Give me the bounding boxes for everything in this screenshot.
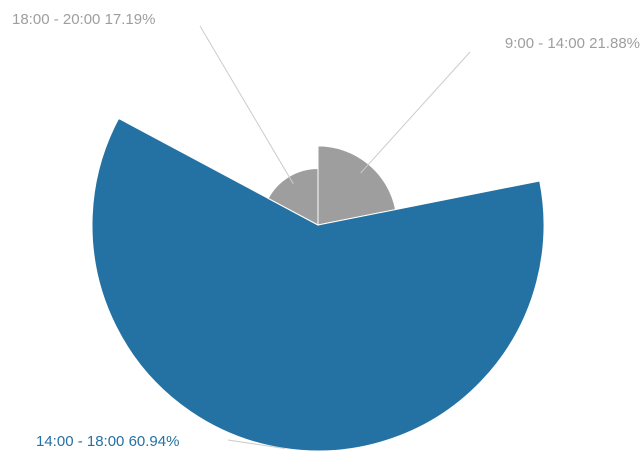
slice-label: 9:00 - 14:00 21.88% — [505, 35, 640, 52]
slice-label: 14:00 - 18:00 60.94% — [36, 433, 179, 450]
slice-labels: 9:00 - 14:00 21.88% 14:00 - 18:00 60.94% 1… — [12, 11, 640, 450]
leader-line — [199, 25, 294, 185]
pie-slice[interactable] — [91, 117, 545, 452]
pie-slices — [91, 117, 545, 452]
leader-line — [227, 439, 285, 450]
leader-lines — [199, 25, 471, 450]
leader-line — [360, 51, 471, 174]
pie-slice[interactable] — [317, 145, 397, 226]
slice-label: 18:00 - 20:00 17.19% — [12, 11, 155, 28]
